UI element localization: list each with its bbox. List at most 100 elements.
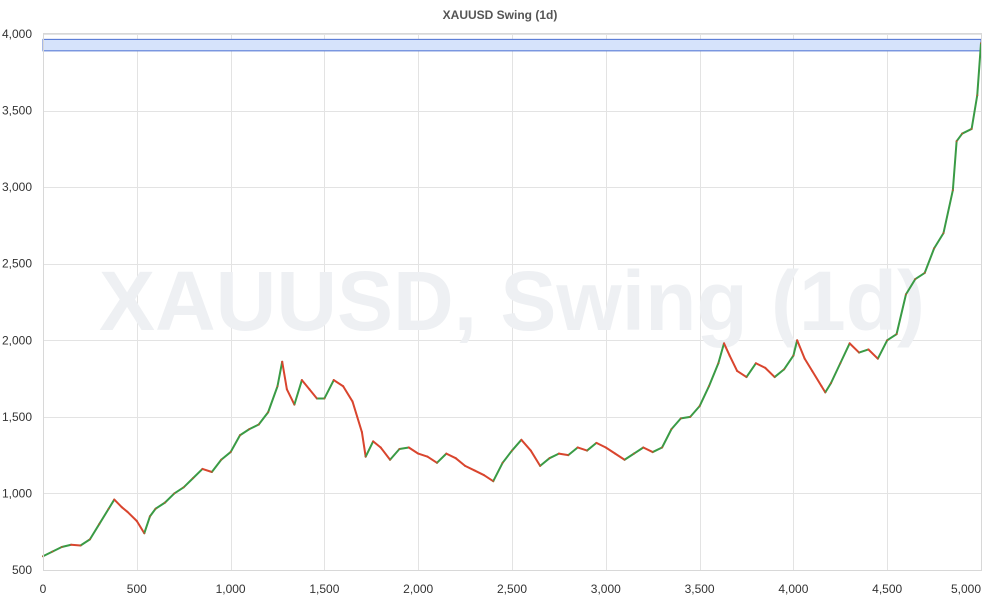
data-point [970,128,973,130]
y-tick-label: 1,000 [2,486,32,500]
data-point [642,446,645,449]
series-segment [267,385,279,414]
series-segment [120,506,129,513]
series-segment [389,448,401,461]
data-point [955,140,958,143]
series-segment [586,441,598,452]
series-segment [107,498,116,510]
series-segment [201,467,213,473]
data-point [914,278,917,280]
data-point [182,486,185,489]
series-segment [220,451,232,461]
series-segment [192,467,204,480]
series-segment [632,446,645,455]
series-segment [238,428,251,437]
data-point [558,452,560,455]
series-segment [689,405,701,418]
y-tick-label: 3,000 [2,180,32,194]
data-point [728,354,731,357]
series-segment [464,464,476,472]
x-tick-label: 500 [127,582,147,596]
series-segment [398,446,410,451]
data-point [736,370,739,372]
data-point [372,440,375,443]
series-segment [285,388,296,406]
data-point [257,423,260,426]
data-point [239,434,241,437]
price-series [42,42,982,558]
series-segment [642,446,654,454]
series-segment [445,452,457,460]
series-segment [435,452,448,464]
series-segment [210,458,223,473]
series-segment [722,342,731,357]
series-segment [482,474,495,483]
series-segment [154,501,166,510]
series-segment [951,140,958,192]
data-point [248,428,251,431]
series-segment [829,362,842,385]
data-point [79,544,82,547]
data-point [464,464,466,467]
x-tick-label: 2,500 [497,582,527,596]
data-point [454,457,457,460]
data-point [576,446,579,449]
data-point [633,452,635,455]
data-point [473,469,476,472]
series-segment [707,362,720,388]
data-point [281,360,284,363]
data-point [933,247,935,250]
data-point [886,339,889,342]
series-segment [773,368,786,379]
series-segment [839,342,851,365]
data-point [164,501,166,504]
series-segment [51,546,63,553]
data-point [651,451,654,453]
series-segment [717,342,725,365]
data-point [824,391,827,394]
data-point [520,438,523,441]
series-segment [698,385,710,408]
series-segment [961,127,973,135]
series-segment [754,362,767,369]
chart-watermark: XAUUSD, Swing (1d) [99,254,925,348]
x-tick-label: 1,500 [309,582,339,596]
series-segment [501,449,513,464]
series-segment [604,446,617,455]
series-segment [820,385,827,394]
series-segment [257,411,270,426]
data-point [905,293,907,296]
data-point [267,411,270,414]
series-segment [473,469,485,477]
data-point [70,543,73,546]
data-point [670,428,673,431]
series-segment [79,538,91,547]
series-segment [229,434,241,454]
series-segment [745,362,757,379]
data-point [604,446,607,449]
data-point [539,464,542,467]
series-segment [933,232,945,250]
series-segment [895,293,907,336]
data-point [143,532,146,535]
data-point [315,397,318,400]
data-point [820,385,823,388]
data-point [149,515,151,518]
series-segment [942,189,954,235]
series-segment [811,369,823,388]
series-segment [407,446,420,455]
data-point [173,492,176,495]
series-segment [876,339,889,360]
series-segment [955,132,964,143]
series-segment [623,452,635,461]
data-point [614,452,617,455]
y-tick-label: 2,000 [2,333,32,347]
data-point [708,385,710,388]
series-segment [143,515,151,535]
data-point [803,357,806,360]
series-segment [323,379,335,400]
series-segment [300,379,311,391]
series-segment [276,360,284,388]
data-point [923,272,926,274]
data-point [661,446,663,449]
